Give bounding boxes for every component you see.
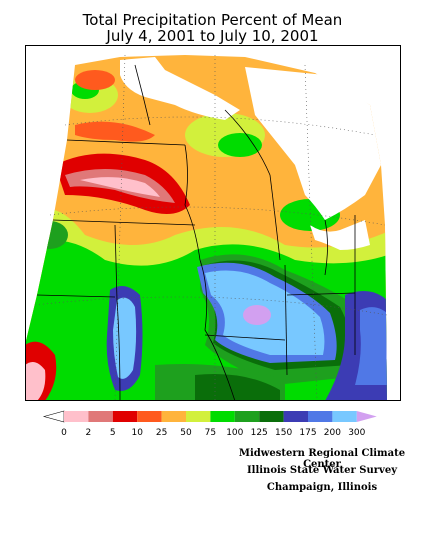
legend-label: 0 — [61, 428, 67, 438]
legend-arrow-low — [42, 410, 65, 423]
state-boundaries — [36, 64, 356, 402]
legend-label: 50 — [180, 428, 192, 438]
legend-label: 125 — [251, 428, 268, 438]
legend-swatch — [64, 411, 89, 422]
legend-arrow-high — [356, 411, 377, 422]
legend-label: 25 — [156, 428, 167, 438]
legend-label: 100 — [226, 428, 243, 438]
legend-label: 175 — [299, 428, 316, 438]
credit-organization: Midwestern Regional Climate Center — [238, 448, 406, 470]
legend-swatch — [283, 411, 308, 422]
legend-label: 75 — [205, 428, 216, 438]
legend-label: 10 — [131, 428, 143, 438]
legend-swatch — [186, 411, 211, 422]
credit-location: Champaign, Illinois — [266, 482, 378, 493]
color-legend: 0 2 5 10 25 50 75 100 125 150 175 200 300 — [0, 405, 425, 445]
legend-swatch — [112, 411, 138, 422]
legend-swatch — [137, 411, 162, 422]
legend-swatch — [308, 411, 333, 422]
precipitation-map — [25, 45, 401, 402]
legend-swatch — [88, 411, 113, 422]
legend-label: 5 — [110, 428, 116, 438]
legend-swatch — [259, 411, 284, 422]
map-title: Total Precipitation Percent of Mean — [82, 11, 343, 29]
legend-label: 200 — [324, 428, 341, 438]
legend-label: 150 — [275, 428, 292, 438]
map-date-range: July 4, 2001 to July 10, 2001 — [106, 27, 319, 45]
legend-label: 300 — [348, 428, 365, 438]
legend-swatch — [210, 411, 235, 422]
graticule — [34, 54, 388, 402]
legend-label: 2 — [86, 428, 92, 438]
legend-swatch — [234, 411, 260, 422]
legend-swatch — [161, 411, 186, 422]
credit-survey: Illinois State Water Survey — [246, 465, 398, 476]
legend-swatch — [332, 411, 357, 422]
